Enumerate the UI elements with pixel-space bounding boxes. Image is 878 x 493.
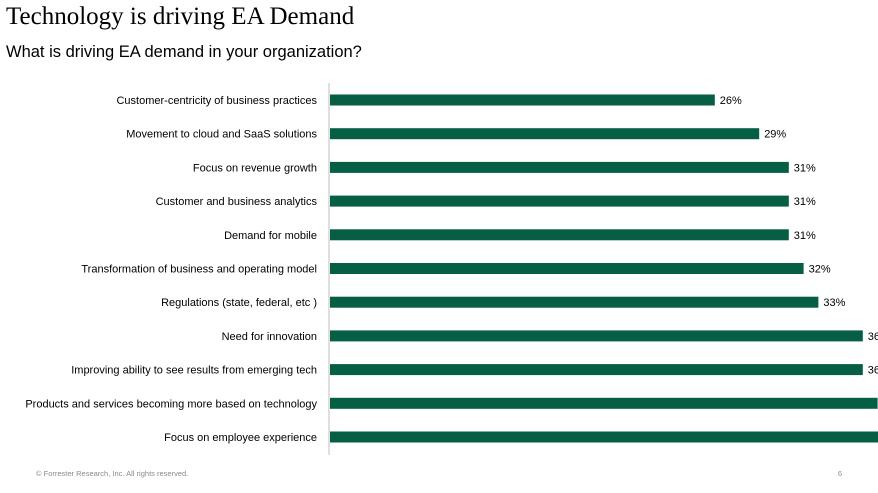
bar: [330, 431, 878, 443]
value-label: 36%: [868, 365, 878, 377]
value-label: 33%: [823, 297, 845, 309]
value-label: 29%: [764, 129, 786, 141]
bar: [330, 195, 789, 207]
bar: [330, 128, 760, 140]
category-label: Regulations (state, federal, etc ): [161, 297, 317, 309]
value-label: 31%: [794, 162, 816, 174]
category-label: Improving ability to see results from em…: [71, 365, 317, 377]
bar: [330, 364, 863, 376]
bar: [330, 330, 863, 342]
bar: [330, 161, 789, 173]
slide-title: Technology is driving EA Demand: [6, 3, 355, 30]
category-label: Products and services becoming more base…: [25, 398, 317, 410]
value-label: 31%: [794, 230, 816, 242]
category-label: Focus on employee experience: [164, 432, 317, 444]
bar: [330, 296, 819, 308]
category-label: Transformation of business and operating…: [81, 264, 317, 276]
bar: [330, 263, 804, 274]
value-label: 26%: [720, 95, 742, 107]
value-label: 36%: [868, 331, 878, 343]
copyright-footer: © Forrester Research, Inc. All rights re…: [36, 469, 189, 478]
bars-group: Customer-centricity of business practice…: [25, 94, 878, 444]
bar: [330, 397, 878, 409]
category-label: Customer and business analytics: [156, 196, 318, 208]
value-label: 32%: [809, 264, 831, 276]
category-label: Movement to cloud and SaaS solutions: [126, 129, 317, 141]
category-label: Focus on revenue growth: [193, 162, 317, 174]
category-label: Need for innovation: [222, 331, 317, 343]
category-label: Demand for mobile: [224, 230, 317, 242]
chart-subtitle: What is driving EA demand in your organi…: [6, 43, 362, 61]
page-number: 6: [837, 469, 842, 478]
bar: [330, 229, 789, 241]
value-label: 31%: [794, 196, 816, 208]
category-label: Customer-centricity of business practice…: [116, 95, 317, 107]
bar: [330, 94, 715, 106]
